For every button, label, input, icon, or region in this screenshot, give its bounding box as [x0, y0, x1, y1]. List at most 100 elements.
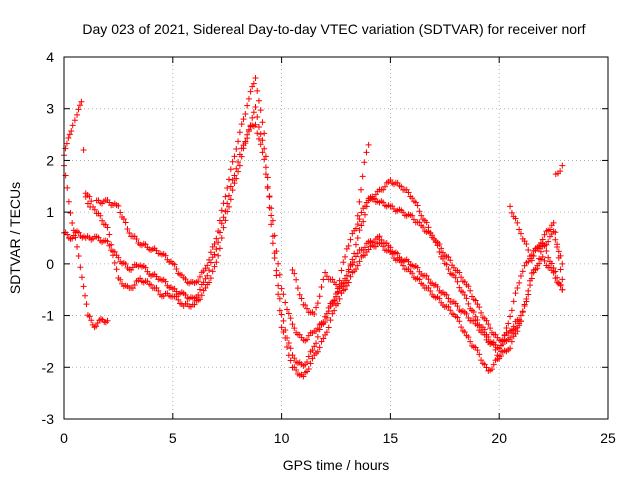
data-point: [539, 253, 546, 260]
data-point: [527, 282, 534, 289]
data-point: [360, 218, 367, 225]
data-point: [207, 275, 214, 282]
data-point: [546, 226, 553, 233]
data-point: [380, 243, 387, 250]
data-point: [226, 203, 233, 210]
data-point: [233, 146, 240, 153]
data-point: [227, 196, 234, 203]
data-point: [278, 285, 285, 292]
data-point: [257, 107, 264, 114]
data-point: [275, 260, 282, 267]
data-point: [474, 317, 481, 324]
data-point: [233, 175, 240, 182]
data-point: [505, 320, 512, 327]
data-point: [534, 262, 541, 269]
data-point: [358, 186, 365, 193]
chart-title: Day 023 of 2021, Sidereal Day-to-day VTE…: [82, 21, 585, 37]
data-point: [541, 231, 548, 238]
y-tick-label: 0: [46, 256, 54, 272]
data-point: [173, 293, 180, 300]
data-point: [259, 119, 266, 126]
data-point: [331, 307, 338, 314]
data-point: [316, 293, 323, 300]
data-point: [354, 262, 361, 269]
data-point: [276, 271, 283, 278]
data-point: [249, 83, 256, 90]
data-point: [329, 310, 336, 317]
data-point: [325, 304, 332, 311]
data-point: [106, 231, 113, 238]
data-point: [550, 219, 557, 226]
data-point: [485, 333, 492, 340]
data-point: [148, 281, 155, 288]
data-point: [389, 250, 396, 257]
data-point: [80, 283, 87, 290]
data-point: [387, 177, 394, 184]
data-point: [363, 149, 370, 156]
data-point: [242, 110, 249, 117]
data-point: [483, 317, 490, 324]
data-point: [75, 229, 82, 236]
data-point: [555, 254, 562, 261]
data-point: [414, 202, 421, 209]
data-point: [528, 257, 535, 264]
data-point: [222, 217, 229, 224]
data-point: [474, 301, 481, 308]
data-point: [420, 281, 427, 288]
data-point: [303, 359, 310, 366]
data-point: [65, 135, 72, 142]
data-point: [456, 318, 463, 325]
data-point: [517, 272, 524, 279]
data-point: [206, 267, 213, 274]
data-point: [115, 202, 122, 209]
data-point: [287, 315, 294, 322]
data-point: [525, 246, 532, 253]
data-points: [61, 75, 566, 380]
data-point: [305, 366, 312, 373]
data-point: [525, 258, 532, 265]
data-point: [227, 166, 234, 173]
data-point: [216, 245, 223, 252]
data-point: [66, 131, 73, 138]
data-point: [465, 283, 472, 290]
data-point: [273, 272, 280, 279]
data-point: [555, 248, 562, 255]
ticks: 0 5 10 15 20 25 -3 -2 -1 0 1 2 3 4: [42, 49, 616, 446]
data-point: [461, 291, 468, 298]
data-point: [97, 212, 104, 219]
data-point: [425, 284, 432, 291]
data-point: [508, 338, 515, 345]
data-point: [293, 276, 300, 283]
data-point: [296, 291, 303, 298]
data-point: [162, 252, 169, 259]
data-point: [282, 335, 289, 342]
data-point: [338, 267, 345, 274]
y-tick-label: -3: [42, 411, 55, 427]
data-point: [75, 253, 82, 260]
x-tick-label: 0: [60, 430, 68, 446]
data-point: [362, 252, 369, 259]
data-point: [416, 276, 423, 283]
data-point: [285, 310, 292, 317]
data-point: [226, 176, 233, 183]
data-point: [74, 111, 81, 118]
data-point: [64, 231, 71, 238]
data-point: [285, 340, 292, 347]
data-point: [354, 221, 361, 228]
data-point: [481, 326, 488, 333]
data-point: [307, 360, 314, 367]
data-point: [545, 238, 552, 245]
data-point: [74, 243, 81, 250]
data-point: [142, 241, 149, 248]
data-point: [77, 264, 84, 271]
data-point: [361, 159, 368, 166]
data-point: [331, 297, 338, 304]
data-point: [541, 242, 548, 249]
data-point: [289, 266, 296, 273]
data-point: [204, 272, 211, 279]
data-point: [206, 256, 213, 263]
data-point: [313, 304, 320, 311]
data-point: [291, 270, 298, 277]
data-point: [345, 242, 352, 249]
data-point: [342, 253, 349, 260]
